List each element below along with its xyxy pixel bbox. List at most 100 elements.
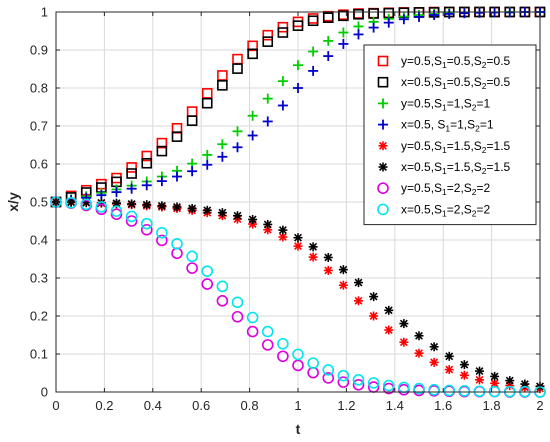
y-tick-label: 0.8	[30, 81, 48, 96]
legend-marker	[378, 162, 388, 172]
y-axis-title: x/y	[5, 192, 21, 212]
legend-marker	[378, 98, 388, 109]
data-point	[307, 357, 319, 369]
data-point	[216, 280, 229, 293]
data-point	[247, 40, 258, 52]
data-point	[384, 305, 394, 315]
data-point	[262, 29, 274, 41]
data-point	[156, 226, 168, 239]
data-point	[231, 310, 244, 323]
legend-label: x=0.5,S1​=1.5,S2​=1.5	[401, 160, 511, 176]
data-point	[156, 176, 167, 187]
data-point	[444, 351, 454, 361]
x-tick-label: 0.4	[144, 398, 162, 413]
data-point	[142, 200, 152, 210]
data-point	[202, 149, 213, 160]
data-point	[232, 142, 243, 153]
data-point	[127, 199, 137, 209]
y-tick-label: 0	[41, 385, 48, 400]
data-point	[172, 171, 182, 182]
x-tick-label: 0.2	[95, 398, 113, 413]
data-point	[110, 208, 123, 220]
data-point	[186, 250, 198, 263]
data-point	[383, 17, 394, 28]
data-point	[490, 371, 500, 381]
data-point	[156, 145, 168, 157]
data-point	[262, 36, 274, 47]
data-point	[247, 110, 258, 121]
legend-label: y=0.5,S1​=0.5,S2​=0.5	[401, 54, 511, 70]
data-point	[352, 378, 365, 391]
data-point	[414, 348, 424, 358]
y-tick-label: 0.1	[30, 347, 48, 362]
data-point	[384, 325, 394, 335]
legend: y=0.5,S1​=0.5,S2​=0.5 x=0.5,S1​=0.5,S2​=0…	[363, 44, 537, 226]
x-tick-label: 1.6	[434, 398, 452, 413]
data-point	[458, 385, 471, 397]
data-point	[140, 217, 153, 230]
data-point	[293, 83, 303, 93]
data-point	[459, 370, 469, 380]
data-point	[277, 350, 289, 363]
x-tick-label: 0.6	[192, 398, 210, 413]
legend-marker	[377, 203, 389, 216]
data-point	[141, 180, 152, 191]
data-point	[247, 130, 258, 141]
data-point	[66, 197, 76, 207]
x-tick-label: 0	[52, 398, 59, 413]
data-point	[261, 325, 274, 338]
data-point	[186, 115, 198, 126]
data-point	[428, 383, 440, 396]
x-tick-label: 1	[294, 398, 301, 413]
data-point	[368, 22, 379, 33]
data-point	[337, 376, 350, 388]
data-point	[354, 296, 363, 306]
data-point	[322, 364, 335, 376]
data-point	[382, 382, 395, 395]
data-point	[246, 311, 259, 324]
data-point	[125, 215, 138, 227]
x-tick-label: 1.2	[337, 398, 355, 413]
data-point	[292, 359, 304, 372]
data-point	[308, 252, 318, 262]
data-point	[110, 205, 123, 217]
data-point	[353, 29, 364, 40]
data-point	[141, 150, 153, 162]
data-point	[414, 331, 424, 341]
legend-box	[363, 44, 537, 226]
data-point	[201, 88, 213, 99]
data-point	[367, 377, 380, 389]
data-point	[323, 51, 334, 62]
data-point	[277, 76, 288, 87]
data-point	[171, 131, 183, 142]
data-point	[293, 241, 303, 251]
data-point	[80, 198, 93, 211]
data-point	[369, 292, 379, 302]
data-point	[382, 379, 395, 392]
data-point	[141, 157, 153, 169]
data-point	[278, 225, 288, 235]
x-tick-label: 0.8	[241, 398, 259, 413]
data-point	[307, 15, 319, 27]
data-point	[126, 183, 137, 194]
data-point	[459, 360, 469, 370]
data-point	[201, 265, 214, 277]
data-point	[262, 93, 273, 104]
data-point	[292, 348, 304, 361]
data-point	[444, 365, 454, 375]
y-tick-label: 0.7	[30, 119, 48, 134]
y-tick-label: 0.6	[30, 157, 48, 172]
data-point	[429, 357, 439, 367]
data-point	[323, 265, 333, 275]
data-point	[322, 12, 334, 23]
data-point	[293, 233, 303, 243]
data-point	[352, 374, 365, 386]
data-point	[232, 126, 243, 137]
data-point	[216, 294, 229, 307]
data-point	[429, 342, 439, 352]
data-point	[474, 7, 485, 18]
data-point	[473, 385, 486, 398]
data-point	[323, 35, 334, 46]
y-tick-label: 0.3	[30, 271, 48, 286]
